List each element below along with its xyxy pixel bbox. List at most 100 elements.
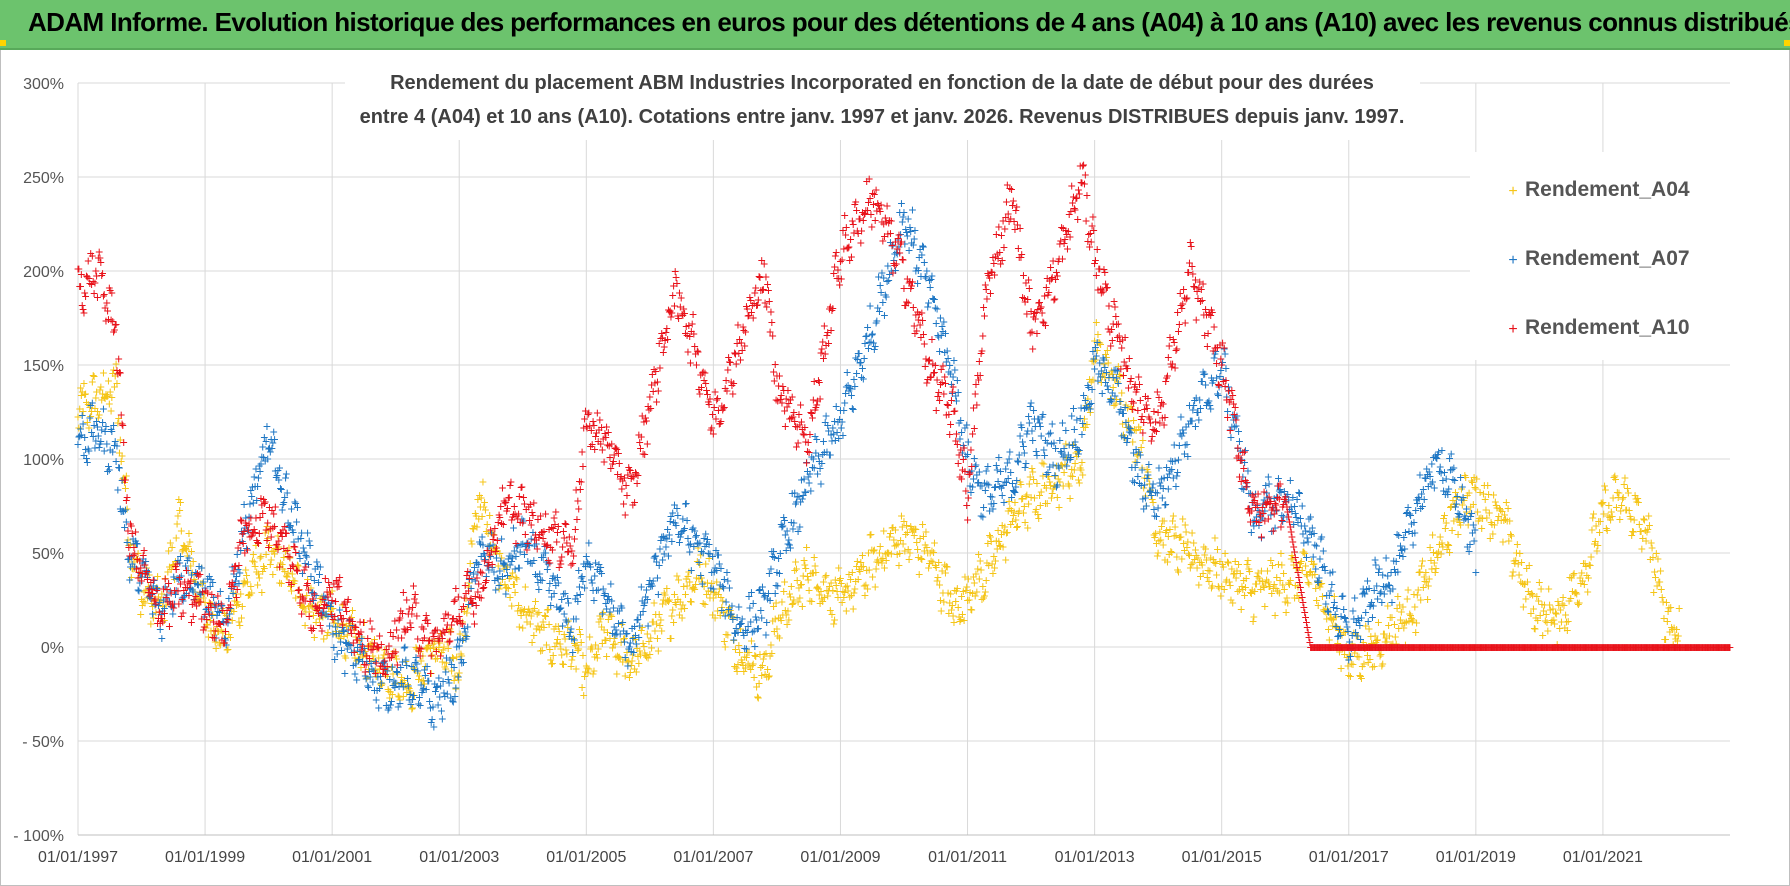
point-Rendement_A04: +	[623, 644, 631, 660]
point-Rendement_A04: +	[276, 575, 284, 591]
point-Rendement_A04: +	[115, 445, 123, 461]
point-Rendement_A04: +	[314, 597, 322, 613]
point-Rendement_A04: +	[570, 630, 578, 646]
point-Rendement_A04: +	[143, 590, 151, 606]
point-Rendement_A04: +	[346, 618, 354, 634]
point-Rendement_A10: +	[805, 444, 813, 460]
point-Rendement_A04: +	[496, 545, 504, 561]
point-Rendement_A04: +	[459, 614, 467, 630]
point-Rendement_A04: +	[613, 665, 621, 681]
point-Rendement_A04: +	[525, 600, 533, 616]
header-banner: ADAM Informe. Evolution historique des p…	[0, 0, 1790, 50]
point-Rendement_A04: +	[103, 388, 111, 404]
point-Rendement_A10: +	[577, 473, 585, 489]
point-Rendement_A10: +	[570, 548, 578, 564]
point-Rendement_A04: +	[220, 635, 228, 651]
point-Rendement_A04: +	[386, 690, 394, 706]
point-Rendement_A07: +	[1039, 406, 1047, 422]
point-Rendement_A04: +	[603, 648, 611, 664]
point-Rendement_A10: +	[119, 417, 127, 433]
point-Rendement_A07: +	[871, 338, 879, 354]
point-Rendement_A04: +	[610, 630, 618, 646]
point-Rendement_A04: +	[387, 684, 395, 700]
point-Rendement_A04: +	[308, 597, 316, 613]
point-Rendement_A10: +	[741, 337, 749, 353]
point-Rendement_A04: +	[545, 616, 553, 632]
point-Rendement_A04: +	[667, 630, 675, 646]
point-Rendement_A04: +	[300, 600, 308, 616]
point-Rendement_A04: +	[254, 566, 262, 582]
point-Rendement_A07: +	[585, 535, 593, 551]
point-Rendement_A04: +	[443, 633, 451, 649]
point-Rendement_A04: +	[187, 543, 195, 559]
point-Rendement_A04: +	[147, 616, 155, 632]
point-Rendement_A04: +	[423, 640, 431, 656]
point-Rendement_A04: +	[211, 633, 219, 649]
point-Rendement_A04: +	[556, 636, 564, 652]
point-Rendement_A04: +	[353, 643, 361, 659]
point-Rendement_A04: +	[447, 623, 455, 639]
point-Rendement_A04: +	[139, 593, 147, 609]
point-Rendement_A10: +	[1121, 329, 1129, 345]
point-Rendement_A04: +	[526, 616, 534, 632]
point-Rendement_A04: +	[339, 615, 347, 631]
point-Rendement_A04: +	[258, 584, 266, 600]
point-Rendement_A04: +	[146, 585, 154, 601]
point-Rendement_A10: +	[968, 458, 976, 474]
point-Rendement_A04: +	[325, 599, 333, 615]
point-Rendement_A04: +	[867, 526, 875, 542]
point-Rendement_A04: +	[366, 636, 374, 652]
point-Rendement_A04: +	[391, 675, 399, 691]
point-Rendement_A04: +	[520, 603, 528, 619]
point-Rendement_A04: +	[269, 566, 277, 582]
point-Rendement_A04: +	[430, 639, 438, 655]
point-Rendement_A04: +	[119, 471, 127, 487]
point-Rendement_A07: +	[698, 576, 706, 592]
point-Rendement_A04: +	[128, 560, 136, 576]
point-Rendement_A04: +	[592, 637, 600, 653]
point-Rendement_A10: +	[233, 581, 241, 597]
point-Rendement_A04: +	[566, 623, 574, 639]
point-Rendement_A04: +	[452, 681, 460, 697]
point-Rendement_A04: +	[507, 568, 515, 584]
point-Rendement_A04: +	[631, 661, 639, 677]
point-Rendement_A04: +	[280, 549, 288, 565]
point-Rendement_A07: +	[1093, 334, 1101, 350]
point-Rendement_A04: +	[529, 602, 537, 618]
point-Rendement_A04: +	[313, 602, 321, 618]
point-Rendement_A10: +	[196, 566, 204, 582]
point-Rendement_A10: +	[970, 420, 978, 436]
point-Rendement_A07: +	[751, 638, 759, 654]
point-Rendement_A04: +	[291, 573, 299, 589]
point-Rendement_A04: +	[142, 582, 150, 598]
point-Rendement_A10: +	[741, 323, 749, 339]
point-Rendement_A04: +	[503, 579, 511, 595]
point-Rendement_A04: +	[76, 379, 84, 395]
point-Rendement_A04: +	[135, 563, 143, 579]
point-Rendement_A04: +	[625, 669, 633, 685]
point-Rendement_A04: +	[220, 605, 228, 621]
point-Rendement_A04: +	[268, 543, 276, 559]
point-Rendement_A04: +	[272, 540, 280, 556]
corner-marker-left	[0, 40, 6, 46]
point-Rendement_A04: +	[155, 603, 163, 619]
point-Rendement_A04: +	[270, 543, 278, 559]
point-Rendement_A04: +	[871, 579, 879, 595]
point-Rendement_A04: +	[398, 674, 406, 690]
point-Rendement_A04: +	[359, 648, 367, 664]
point-Rendement_A04: +	[614, 649, 622, 665]
point-Rendement_A10: +	[1181, 314, 1189, 330]
point-Rendement_A04: +	[563, 645, 571, 661]
point-Rendement_A04: +	[615, 648, 623, 664]
point-Rendement_A04: +	[224, 641, 232, 657]
point-Rendement_A04: +	[463, 605, 471, 621]
point-Rendement_A04: +	[470, 521, 478, 537]
point-Rendement_A04: +	[397, 674, 405, 690]
point-Rendement_A04: +	[318, 588, 326, 604]
point-Rendement_A04: +	[169, 557, 177, 573]
point-Rendement_A04: +	[226, 605, 234, 621]
point-Rendement_A04: +	[241, 574, 249, 590]
point-Rendement_A04: +	[93, 383, 101, 399]
point-Rendement_A04: +	[459, 630, 467, 646]
point-Rendement_A04: +	[173, 516, 181, 532]
